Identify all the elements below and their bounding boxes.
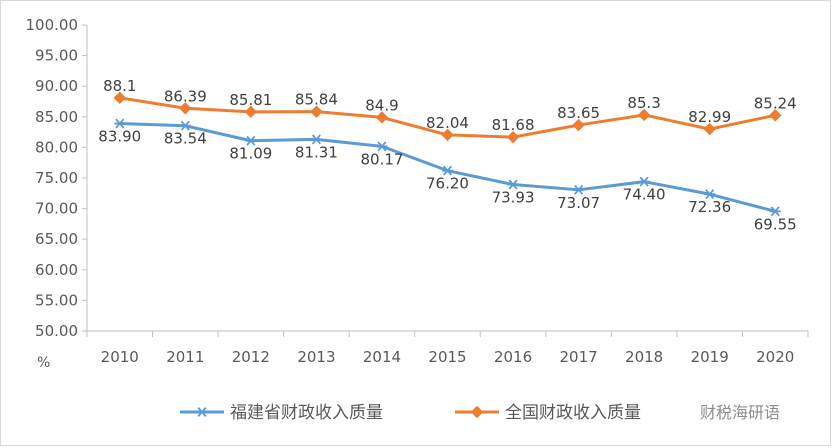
marker-stroke: [246, 135, 256, 146]
data-label: 83.90: [98, 128, 141, 146]
data-label: 86.39: [164, 87, 207, 105]
x-tick-label: 2015: [428, 348, 466, 366]
marker-stroke: [574, 184, 584, 195]
marker-stroke: [377, 141, 387, 152]
data-point: [179, 120, 191, 131]
data-label: 83.65: [557, 104, 600, 122]
data-label: 80.17: [360, 150, 403, 168]
data-label: 81.09: [229, 145, 272, 163]
data-point: [375, 111, 389, 124]
x-tick-label: 2016: [494, 348, 532, 366]
data-label: 85.24: [754, 94, 797, 112]
y-unit-label: %: [37, 355, 50, 371]
data-point: [704, 189, 716, 200]
data-point: [572, 118, 585, 132]
data-label: 81.31: [295, 143, 338, 161]
marker-stroke: [115, 118, 125, 129]
legend-label: 福建省财政收入质量: [230, 403, 383, 423]
marker-stroke: [705, 189, 715, 200]
data-label: 72.36: [688, 198, 731, 216]
x-tick-label: 2014: [363, 348, 401, 366]
data-point: [113, 91, 126, 105]
y-tick-label: 65.00: [35, 230, 78, 248]
data-point: [769, 206, 781, 217]
data-point: [245, 135, 257, 146]
data-point: [376, 141, 388, 152]
data-point: [244, 105, 258, 119]
data-point: [310, 134, 322, 145]
x-tick-label: 2010: [101, 348, 139, 366]
x-tick-label: 2013: [297, 348, 335, 366]
x-tick-label: 2020: [756, 348, 794, 366]
data-labels-layer: 83.90 83.54 81.09 81.31 80.17 76.20 73.93 73.07…: [98, 77, 796, 234]
x-tick-label: 2018: [625, 348, 663, 366]
data-point: [114, 118, 126, 129]
data-label: 85.81: [229, 91, 272, 109]
legend-marker: [470, 405, 484, 419]
marker-stroke: [442, 165, 453, 176]
data-point: [638, 176, 650, 187]
y-tick-label: 60.00: [35, 261, 78, 279]
data-label: 83.54: [164, 130, 207, 148]
y-tick-label: 75.00: [35, 169, 78, 187]
y-tick-label: 85.00: [35, 108, 78, 126]
y-tick-label: 70.00: [35, 200, 78, 218]
marker-stroke: [311, 134, 321, 145]
data-label: 84.9: [365, 96, 398, 114]
data-point: [637, 108, 651, 122]
legend: 福建省财政收入质量 全国财政收入质量: [180, 403, 641, 423]
data-point: [703, 122, 716, 136]
data-label: 81.68: [492, 116, 535, 134]
x-tick-label: 2012: [232, 348, 270, 366]
data-label: 74.40: [623, 186, 666, 204]
marker-stroke: [197, 407, 207, 417]
y-tick-label: 100.00: [26, 16, 79, 34]
data-point: [573, 184, 585, 195]
legend-marker: [196, 407, 208, 417]
data-label: 85.84: [295, 91, 338, 109]
data-point: [310, 105, 323, 118]
x-tick-label: 2017: [559, 348, 597, 366]
y-tick-label: 95.00: [35, 47, 78, 65]
data-point: [507, 179, 519, 190]
marker-stroke: [770, 206, 780, 217]
marker-stroke: [639, 176, 649, 187]
data-point: [441, 128, 454, 142]
data-point: [769, 109, 782, 122]
marker-stroke: [180, 120, 190, 131]
y-tick-label: 50.00: [35, 322, 78, 340]
marker-stroke: [508, 179, 518, 190]
legend-label: 全国财政收入质量: [505, 403, 641, 423]
data-point: [506, 130, 520, 144]
data-point: [179, 102, 192, 115]
data-label: 73.07: [557, 194, 600, 212]
data-label: 82.04: [426, 114, 469, 132]
y-tick-label: 90.00: [35, 77, 78, 95]
series-layer: [113, 91, 782, 217]
y-tick-label: 55.00: [35, 291, 78, 309]
data-label: 88.1: [103, 77, 136, 95]
axes-layer: 100.00 95.00 90.00 85.00 80.00 75.00 70.00 65.0…: [26, 16, 809, 366]
data-label: 82.99: [688, 108, 731, 126]
data-point: [442, 165, 453, 176]
data-label: 73.93: [492, 189, 535, 207]
watermark-text: 财税海研语: [700, 403, 780, 422]
y-tick-label: 80.00: [35, 138, 78, 156]
data-label: 85.3: [627, 94, 660, 112]
x-tick-label: 2011: [166, 348, 204, 366]
x-tick-label: 2019: [691, 348, 729, 366]
data-label: 76.20: [426, 175, 469, 193]
data-label: 69.55: [754, 215, 797, 233]
